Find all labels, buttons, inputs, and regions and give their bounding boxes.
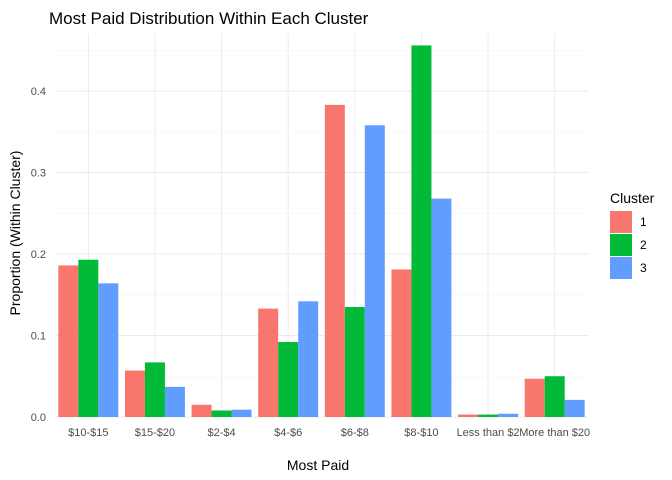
bar-6-series-3 <box>431 198 452 417</box>
y-tick-label: 0.4 <box>31 86 46 98</box>
x-tick-label: Less than $2 <box>457 427 520 439</box>
y-tick-label: 0.1 <box>31 331 46 343</box>
y-axis-title: Proportion (Within Cluster) <box>7 151 23 316</box>
bar-5-series-1 <box>324 104 345 417</box>
x-tick-label: $10-$15 <box>68 427 108 439</box>
bar-1-series-1 <box>58 265 79 417</box>
x-tick-label: $8-$10 <box>404 427 438 439</box>
bar-6-series-1 <box>391 269 412 417</box>
legend-label-2: 2 <box>640 238 647 252</box>
legend: Cluster 1 2 3 <box>610 190 655 279</box>
grid <box>55 34 588 418</box>
x-tick-label: $4-$6 <box>274 427 302 439</box>
legend-key-3 <box>610 257 632 279</box>
bar-4-series-1 <box>258 308 279 417</box>
bar-8-series-1 <box>524 378 545 417</box>
bar-7-series-3 <box>498 413 519 417</box>
bar-4-series-2 <box>278 342 299 417</box>
bar-7-series-2 <box>478 414 499 417</box>
bar-3-series-2 <box>211 410 232 417</box>
legend-title: Cluster <box>610 190 655 206</box>
bar-2-series-1 <box>124 370 145 417</box>
legend-key-1 <box>610 211 632 233</box>
bar-1-series-2 <box>78 259 99 417</box>
x-axis-ticks: $10-$15 $15-$20 $2-$4 $4-$6 $6-$8 $8-$10 Less … <box>68 427 590 439</box>
bar-1-series-3 <box>98 283 119 417</box>
bar-8-series-3 <box>564 399 585 417</box>
bar-5-series-2 <box>344 306 365 417</box>
legend-label-3: 3 <box>640 261 647 275</box>
bar-3-series-1 <box>191 404 212 417</box>
legend-key-2 <box>610 234 632 256</box>
chart-title: Most Paid Distribution Within Each Clust… <box>49 9 369 28</box>
y-axis-ticks: 0.0 0.1 0.2 0.3 0.4 <box>31 86 46 424</box>
x-tick-label: $2-$4 <box>207 427 235 439</box>
y-tick-label: 0.2 <box>31 249 46 261</box>
bar-7-series-1 <box>458 414 479 417</box>
bar-6-series-2 <box>411 45 432 418</box>
bar-2-series-3 <box>164 386 185 417</box>
bar-8-series-2 <box>544 376 565 417</box>
bar-2-series-2 <box>144 362 165 417</box>
x-tick-label: More than $20 <box>519 427 590 439</box>
x-tick-label: $6-$8 <box>341 427 369 439</box>
bar-4-series-3 <box>298 301 319 417</box>
y-tick-label: 0.3 <box>31 168 46 180</box>
bar-3-series-3 <box>231 409 252 417</box>
x-axis-title: Most Paid <box>287 457 349 473</box>
legend-label-1: 1 <box>640 215 647 229</box>
y-tick-label: 0.0 <box>31 412 46 424</box>
x-tick-label: $15-$20 <box>135 427 175 439</box>
bars <box>58 45 585 418</box>
bar-5-series-3 <box>364 125 385 418</box>
